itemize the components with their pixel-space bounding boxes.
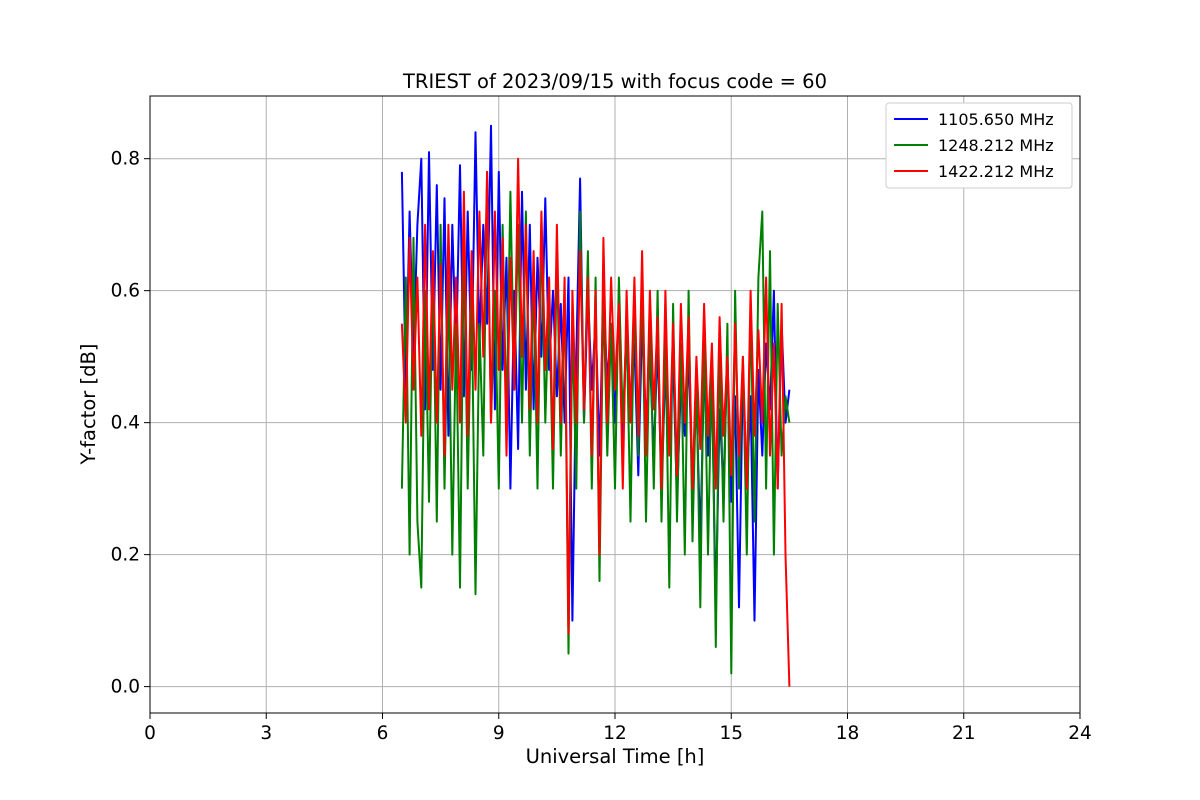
x-tick-label: 0 (144, 723, 156, 744)
y-tick-label: 0.6 (111, 281, 140, 302)
x-tick-label: 18 (836, 723, 860, 744)
x-tick-label: 6 (377, 723, 389, 744)
x-tick-label: 9 (493, 723, 505, 744)
x-axis-label: Universal Time [h] (526, 745, 705, 768)
y-tick-label: 0.8 (111, 149, 140, 170)
legend-label-1105: 1105.650 MHz (938, 110, 1054, 129)
series-layer (400, 124, 791, 687)
y-tick-label: 0.0 (111, 677, 140, 698)
x-tick-label: 21 (952, 723, 976, 744)
legend: 1105.650 MHz 1248.212 MHz 1422.212 MHz (885, 102, 1073, 189)
chart-title: TRIEST of 2023/09/15 with focus code = 6… (402, 70, 827, 93)
legend-box (885, 102, 1073, 189)
y-tick-label: 0.4 (111, 413, 140, 434)
x-tick-label: 24 (1068, 723, 1092, 744)
x-tick-label: 12 (603, 723, 627, 744)
y-axis-label: Y-factor [dB] (77, 344, 100, 466)
legend-label-1422: 1422.212 MHz (938, 162, 1054, 181)
tick-layer: 0 3 6 9 12 15 18 21 24 0.0 0.2 0.4 0.6 0.8 (111, 149, 1092, 744)
series-line-2 (400, 157, 791, 687)
x-tick-label: 15 (719, 723, 743, 744)
y-tick-label: 0.2 (111, 545, 140, 566)
legend-label-1248: 1248.212 MHz (938, 136, 1054, 155)
x-tick-label: 3 (260, 723, 272, 744)
